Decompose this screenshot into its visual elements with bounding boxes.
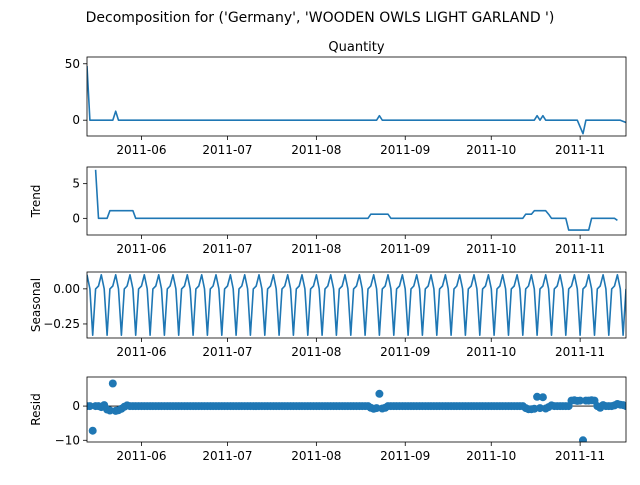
resid-point — [579, 436, 587, 442]
resid-point — [536, 404, 544, 413]
series-line — [94, 169, 618, 231]
resid-point — [547, 401, 556, 410]
resid-point — [381, 403, 390, 412]
y-tick-label: −0.25 — [43, 317, 80, 331]
x-tick-label: 2011-06 — [116, 242, 166, 256]
x-tick-label: 2011-07 — [202, 143, 252, 157]
y-tick-label: −10 — [55, 433, 80, 447]
axes-frame — [86, 376, 627, 443]
resid-point — [108, 379, 117, 388]
seasonal-line — [87, 274, 626, 336]
plot-area — [87, 379, 626, 442]
resid-point — [599, 401, 608, 410]
x-tick-label: 2011-10 — [466, 345, 516, 359]
resid-point — [375, 389, 384, 398]
x-tick-label: 2011-09 — [380, 143, 430, 157]
x-tick-label: 2011-08 — [291, 242, 341, 256]
panel-quantity: Quantity 50 0 2011-06 2011-07 2011-08 2011-09 2… — [65, 40, 627, 157]
resid-point — [533, 392, 542, 401]
x-tick-label: 2011-06 — [116, 143, 166, 157]
x-tick-label: 2011-10 — [466, 242, 516, 256]
y-tick-label: 50 — [65, 57, 80, 71]
x-tick-label: 2011-09 — [380, 345, 430, 359]
x-tick-label: 2011-10 — [466, 143, 516, 157]
series-line — [87, 65, 626, 135]
resid-point — [538, 393, 547, 402]
x-tick-label: 2011-07 — [202, 449, 252, 463]
y-axis-label: Seasonal — [29, 278, 43, 332]
y-tick-label: 0 — [72, 113, 80, 127]
x-tick-label: 2011-11 — [555, 242, 605, 256]
panel-title: Quantity — [328, 40, 384, 55]
y-tick-label: 0 — [72, 211, 80, 225]
axes-frame — [86, 56, 627, 137]
x-tick-label: 2011-07 — [202, 345, 252, 359]
panel-seasonal: Seasonal 0.00 −0.25 2011-06 2011-07 2011-08 20… — [29, 271, 627, 359]
resid-point — [619, 401, 626, 410]
x-tick-label: 2011-11 — [555, 345, 605, 359]
x-tick-label: 2011-11 — [555, 449, 605, 463]
x-tick-label: 2011-06 — [116, 449, 166, 463]
x-tick-label: 2011-06 — [116, 345, 166, 359]
axes-frame — [86, 166, 627, 236]
y-tick-label: 5 — [72, 177, 80, 191]
resid-point — [126, 402, 134, 411]
resid-point — [88, 426, 97, 435]
x-tick-label: 2011-07 — [202, 242, 252, 256]
panel-resid: Resid 0 −10 2011-06 2011-07 2011-08 2011-09 201… — [29, 376, 627, 463]
x-tick-label: 2011-10 — [466, 449, 516, 463]
x-tick-label: 2011-08 — [291, 449, 341, 463]
resid-point — [372, 404, 381, 413]
y-axis-label: Trend — [29, 185, 43, 219]
plot-area — [87, 65, 626, 135]
plot-area — [94, 169, 618, 231]
y-tick-label: 0 — [72, 399, 80, 413]
resid-point — [576, 396, 585, 405]
x-tick-label: 2011-09 — [380, 449, 430, 463]
figure-suptitle: Decomposition for ('Germany', 'WOODEN OW… — [86, 10, 555, 26]
plot-area — [87, 274, 626, 336]
panel-trend: Trend 5 0 2011-06 2011-07 2011-08 2011-09 2011-… — [29, 166, 627, 256]
y-axis-label: Resid — [29, 393, 43, 425]
y-tick-label: 0.00 — [53, 282, 80, 296]
x-tick-label: 2011-08 — [291, 345, 341, 359]
axes-frame — [86, 271, 627, 339]
resid-point — [105, 406, 114, 415]
x-tick-label: 2011-08 — [291, 143, 341, 157]
x-tick-label: 2011-11 — [555, 143, 605, 157]
x-tick-label: 2011-09 — [380, 242, 430, 256]
